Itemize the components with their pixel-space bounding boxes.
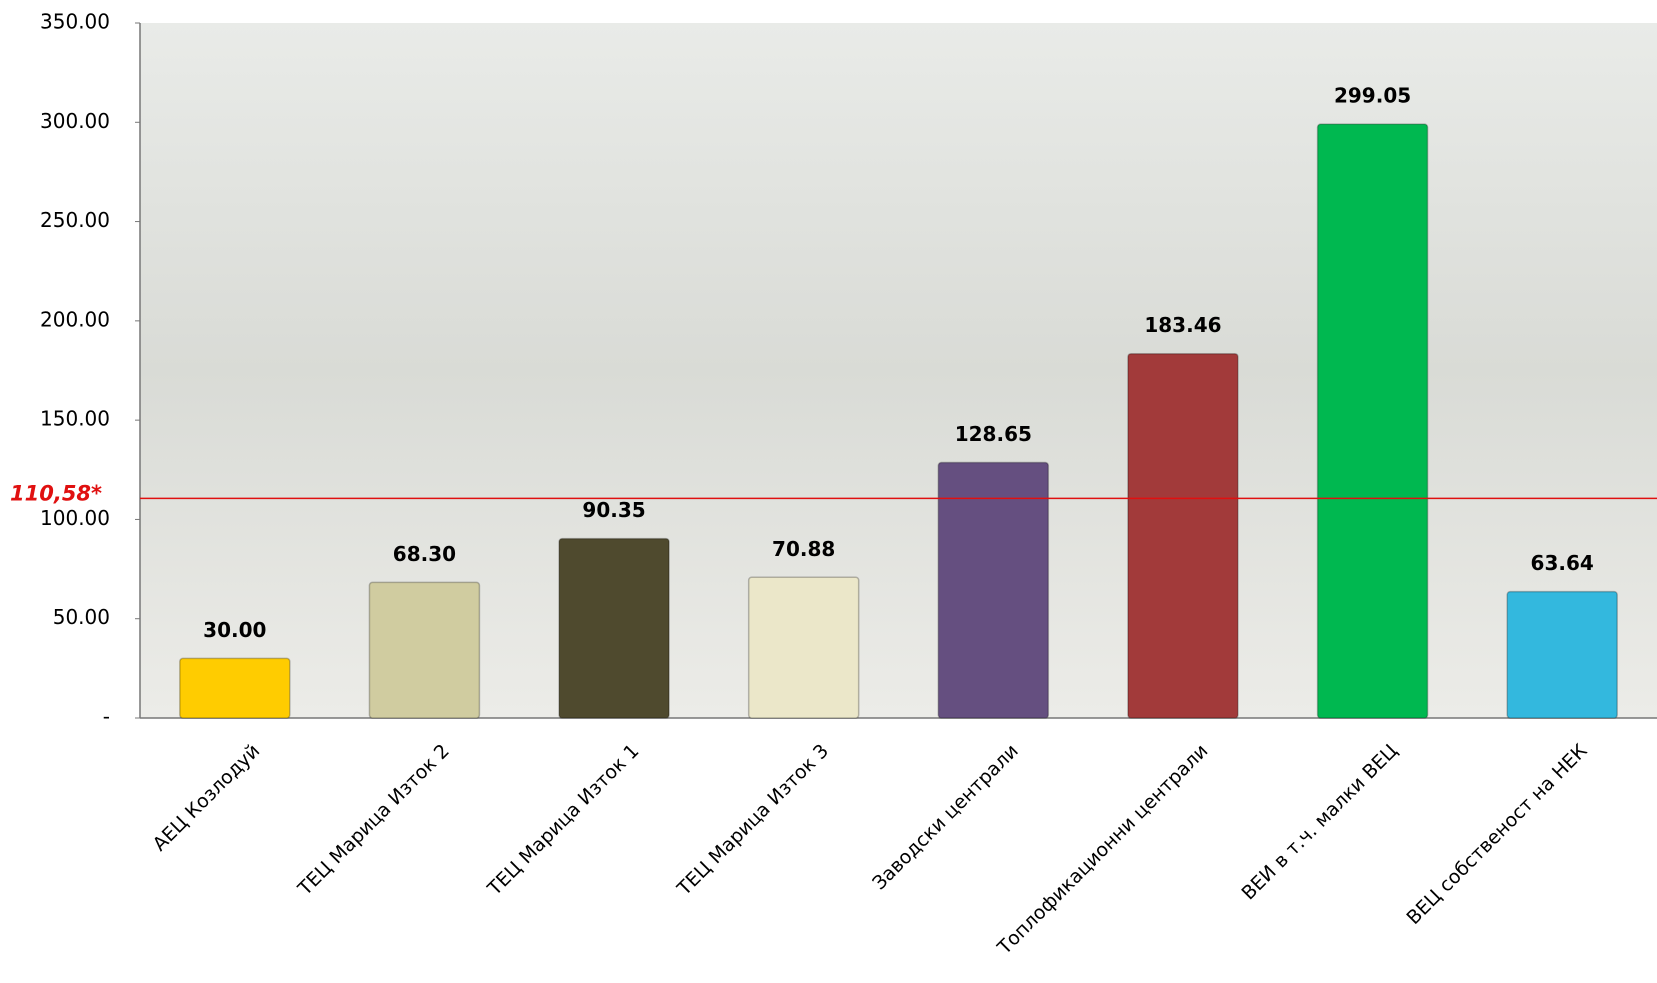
y-tick-label: 300.00 [40, 109, 110, 133]
bar [1506, 590, 1618, 719]
value-label: 128.65 [955, 422, 1032, 446]
x-tick-label: ТЕЦ Марица Изток 2 [293, 740, 454, 901]
y-tick-label: 200.00 [40, 307, 110, 331]
bar [1127, 352, 1239, 719]
value-label: 90.35 [582, 498, 645, 522]
value-label: 299.05 [1334, 84, 1411, 108]
x-tick-label: ТЕЦ Марица Изток 3 [673, 740, 834, 901]
value-label: 183.46 [1144, 313, 1221, 337]
x-tick-label: АЕЦ Козлодуй [149, 740, 265, 856]
bar [179, 657, 291, 719]
bar [368, 581, 481, 719]
y-tick-label: 100.00 [40, 506, 110, 530]
value-label: 68.30 [393, 542, 456, 566]
y-tick-label: 250.00 [40, 208, 110, 232]
y-tick-label: - [103, 705, 110, 729]
x-tick-label: ВЕЦ собственост на НЕК [1402, 740, 1592, 930]
y-tick-label: 50.00 [53, 605, 110, 629]
value-label: 63.64 [1531, 551, 1594, 575]
y-tick-label: 150.00 [40, 407, 110, 431]
value-label: 30.00 [203, 618, 266, 642]
y-tick-label: 350.00 [40, 10, 110, 34]
bar [747, 576, 860, 719]
reference-label: 110,58* [10, 481, 102, 505]
x-tick-label: ТЕЦ Марица Изток 1 [483, 740, 644, 901]
plot-background [140, 23, 1657, 718]
x-tick-label: Топлофикационни централи [993, 740, 1213, 960]
x-tick-label: ВЕИ в т.ч. малки ВЕЦ [1237, 740, 1402, 905]
bar [937, 461, 1050, 719]
value-label: 70.88 [772, 537, 835, 561]
bar [1316, 123, 1429, 719]
bar [558, 537, 670, 719]
x-tick-label: Заводски централи [868, 740, 1022, 894]
